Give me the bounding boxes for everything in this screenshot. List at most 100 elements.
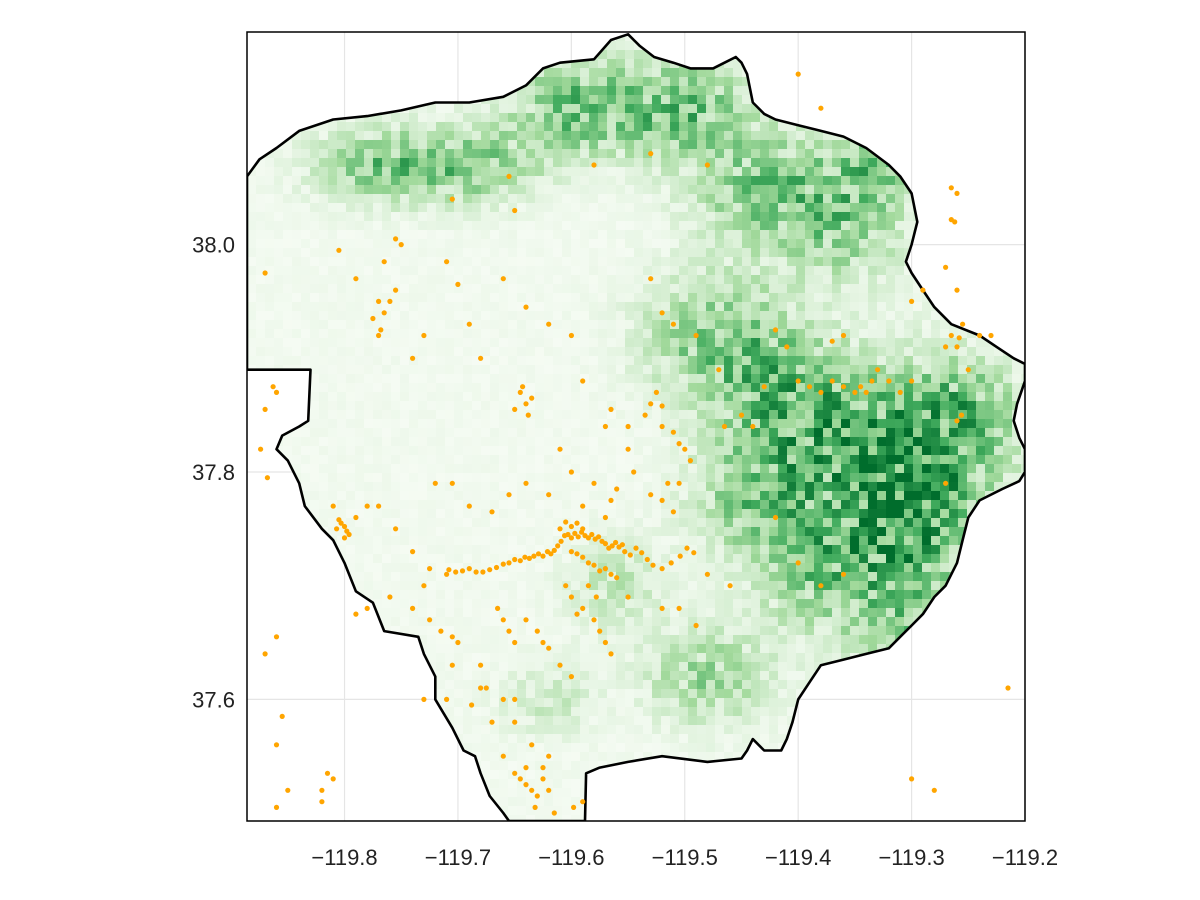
heatmap-cell [499, 230, 509, 240]
heatmap-cell [418, 131, 428, 141]
heatmap-cell [346, 419, 356, 429]
heatmap-cell [337, 374, 347, 384]
heatmap-cell [391, 194, 401, 204]
heatmap-cell [364, 536, 374, 546]
heatmap-cell [598, 293, 608, 303]
heatmap-cell [922, 428, 932, 438]
heatmap-cell [643, 482, 653, 492]
heatmap-cell [895, 356, 905, 366]
heatmap-cell [427, 194, 437, 204]
heatmap-cell [292, 275, 302, 285]
heatmap-cell [562, 446, 572, 456]
heatmap-cell [337, 122, 347, 132]
heatmap-cell [373, 122, 383, 132]
heatmap-cell [850, 473, 860, 483]
heatmap-cell [769, 176, 779, 186]
heatmap-cell [409, 176, 419, 186]
heatmap-cell [607, 230, 617, 240]
heatmap-cell [607, 374, 617, 384]
heatmap-cell [598, 374, 608, 384]
heatmap-cell [481, 176, 491, 186]
heatmap-cell [751, 158, 761, 168]
heatmap-cell [679, 500, 689, 510]
heatmap-cell [499, 428, 509, 438]
heatmap-cell [760, 518, 770, 528]
heatmap-cell [625, 536, 635, 546]
heatmap-cell [472, 293, 482, 303]
heatmap-cell [544, 464, 554, 474]
heatmap-cell [364, 518, 374, 528]
heatmap-cell [706, 230, 716, 240]
heatmap-cell [535, 131, 545, 141]
heatmap-cell [319, 284, 329, 294]
heatmap-cell [553, 149, 563, 159]
heatmap-cell [643, 329, 653, 339]
heatmap-cell [760, 482, 770, 492]
heatmap-cell [940, 500, 950, 510]
heatmap-cell [481, 410, 491, 420]
heatmap-cell [337, 131, 347, 141]
heatmap-cell [508, 167, 518, 177]
heatmap-cell [850, 410, 860, 420]
heatmap-cell [895, 248, 905, 258]
heatmap-cell [571, 500, 581, 510]
heatmap-cell [526, 347, 536, 357]
heatmap-cell [634, 140, 644, 150]
heatmap-cell [427, 230, 437, 240]
heatmap-cell [310, 293, 320, 303]
heatmap-cell [481, 248, 491, 258]
heatmap-cell [499, 374, 509, 384]
heatmap-cell [688, 239, 698, 249]
heatmap-cell [472, 545, 482, 555]
heatmap-cell [967, 392, 977, 402]
heatmap-cell [796, 230, 806, 240]
heatmap-cell [670, 86, 680, 96]
heatmap-cell [940, 518, 950, 528]
heatmap-cell [724, 446, 734, 456]
heatmap-cell [364, 239, 374, 249]
heatmap-cell [634, 284, 644, 294]
heatmap-cell [508, 320, 518, 330]
heatmap-cell [688, 464, 698, 474]
heatmap-cell [688, 491, 698, 501]
heatmap-cell [508, 347, 518, 357]
heatmap-cell [643, 221, 653, 231]
heatmap-cell [643, 266, 653, 276]
heatmap-cell [616, 392, 626, 402]
heatmap-cell [787, 527, 797, 537]
heatmap-cell [499, 383, 509, 393]
heatmap-cell [247, 239, 257, 249]
heatmap-cell [751, 149, 761, 159]
heatmap-cell [985, 410, 995, 420]
heatmap-cell [850, 257, 860, 267]
heatmap-cell [814, 266, 824, 276]
heatmap-cell [895, 536, 905, 546]
heatmap-cell [355, 365, 365, 375]
heatmap-cell [373, 383, 383, 393]
heatmap-cell [553, 356, 563, 366]
heatmap-cell [823, 275, 833, 285]
heatmap-cell [931, 491, 941, 501]
heatmap-cell [607, 275, 617, 285]
heatmap-cell [1012, 473, 1022, 483]
heatmap-cell [886, 230, 896, 240]
heatmap-cell [625, 518, 635, 528]
heatmap-cell [895, 437, 905, 447]
heatmap-cell [499, 185, 509, 195]
heatmap-cell [616, 185, 626, 195]
heatmap-cell [697, 140, 707, 150]
heatmap-cell [922, 482, 932, 492]
heatmap-cell [382, 293, 392, 303]
heatmap-cell [778, 338, 788, 348]
heatmap-cell [724, 491, 734, 501]
heatmap-cell [571, 509, 581, 519]
heatmap-cell [346, 482, 356, 492]
heatmap-cell [652, 464, 662, 474]
heatmap-cell [904, 491, 914, 501]
heatmap-cell [913, 527, 923, 537]
heatmap-cell [832, 347, 842, 357]
heatmap-cell [553, 293, 563, 303]
heatmap-cell [535, 185, 545, 195]
heatmap-cell [571, 446, 581, 456]
heatmap-cell [634, 266, 644, 276]
